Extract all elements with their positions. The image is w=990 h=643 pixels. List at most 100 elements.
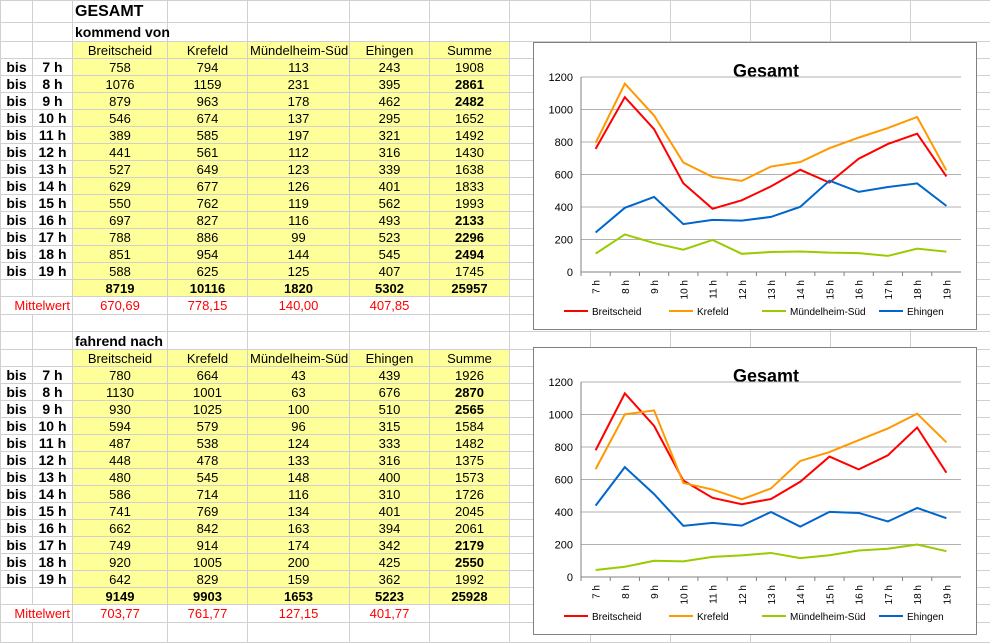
cell[interactable] — [168, 332, 248, 350]
cell[interactable] — [33, 23, 73, 42]
cell[interactable] — [168, 1, 248, 23]
value-cell[interactable]: 124 — [248, 435, 350, 452]
value-cell[interactable]: 389 — [73, 127, 168, 144]
value-cell[interactable]: 394 — [350, 520, 430, 537]
cell[interactable] — [430, 332, 510, 350]
sum-cell[interactable]: 1573 — [430, 469, 510, 486]
column-header[interactable]: Summe — [430, 350, 510, 367]
value-cell[interactable]: 425 — [350, 554, 430, 571]
value-cell[interactable]: 478 — [168, 452, 248, 469]
sum-cell[interactable]: 2494 — [430, 246, 510, 263]
cell[interactable] — [1, 42, 33, 59]
sum-cell[interactable]: 1726 — [430, 486, 510, 503]
cell[interactable] — [430, 23, 510, 42]
value-cell[interactable]: 741 — [73, 503, 168, 520]
row-prefix[interactable]: bis — [1, 178, 33, 195]
sum-cell[interactable]: 1482 — [430, 435, 510, 452]
sum-cell[interactable]: 2133 — [430, 212, 510, 229]
cell[interactable] — [671, 1, 751, 23]
value-cell[interactable]: 1005 — [168, 554, 248, 571]
value-cell[interactable]: 886 — [168, 229, 248, 246]
sum-cell[interactable]: 1833 — [430, 178, 510, 195]
mean-cell[interactable]: 140,00 — [248, 297, 350, 315]
hour-label[interactable]: 15 h — [33, 503, 73, 520]
row-prefix[interactable]: bis — [1, 571, 33, 588]
value-cell[interactable]: 43 — [248, 367, 350, 384]
cell[interactable] — [430, 297, 510, 315]
value-cell[interactable]: 914 — [168, 537, 248, 554]
value-cell[interactable]: 116 — [248, 486, 350, 503]
value-cell[interactable]: 963 — [168, 93, 248, 110]
row-prefix[interactable]: bis — [1, 195, 33, 212]
value-cell[interactable]: 523 — [350, 229, 430, 246]
row-prefix[interactable]: bis — [1, 435, 33, 452]
row-prefix[interactable]: bis — [1, 59, 33, 76]
hour-label[interactable]: 16 h — [33, 212, 73, 229]
value-cell[interactable]: 510 — [350, 401, 430, 418]
value-cell[interactable]: 697 — [73, 212, 168, 229]
value-cell[interactable]: 662 — [73, 520, 168, 537]
total-cell[interactable]: 9149 — [73, 588, 168, 605]
column-header[interactable]: Breitscheid — [73, 42, 168, 59]
value-cell[interactable]: 879 — [73, 93, 168, 110]
cell[interactable] — [168, 315, 248, 332]
hour-label[interactable]: 9 h — [33, 401, 73, 418]
value-cell[interactable]: 137 — [248, 110, 350, 127]
cell[interactable] — [168, 23, 248, 42]
value-cell[interactable]: 448 — [73, 452, 168, 469]
hour-label[interactable]: 13 h — [33, 469, 73, 486]
hour-label[interactable]: 8 h — [33, 76, 73, 93]
value-cell[interactable]: 134 — [248, 503, 350, 520]
value-cell[interactable]: 629 — [73, 178, 168, 195]
row-prefix[interactable]: bis — [1, 144, 33, 161]
mean-label[interactable]: Mittelwert — [1, 297, 73, 315]
value-cell[interactable]: 594 — [73, 418, 168, 435]
row-prefix[interactable]: bis — [1, 212, 33, 229]
cell[interactable] — [168, 623, 248, 643]
cell[interactable] — [1, 1, 33, 23]
value-cell[interactable]: 200 — [248, 554, 350, 571]
value-cell[interactable]: 126 — [248, 178, 350, 195]
hour-label[interactable]: 11 h — [33, 127, 73, 144]
value-cell[interactable]: 649 — [168, 161, 248, 178]
value-cell[interactable]: 829 — [168, 571, 248, 588]
sum-cell[interactable]: 1375 — [430, 452, 510, 469]
sum-cell[interactable]: 1652 — [430, 110, 510, 127]
value-cell[interactable]: 1025 — [168, 401, 248, 418]
value-cell[interactable]: 401 — [350, 178, 430, 195]
total-cell[interactable]: 8719 — [73, 280, 168, 297]
row-prefix[interactable]: bis — [1, 401, 33, 418]
row-prefix[interactable]: bis — [1, 229, 33, 246]
value-cell[interactable]: 342 — [350, 537, 430, 554]
row-prefix[interactable]: bis — [1, 127, 33, 144]
hour-label[interactable]: 17 h — [33, 537, 73, 554]
row-prefix[interactable]: bis — [1, 537, 33, 554]
cell[interactable] — [33, 280, 73, 297]
value-cell[interactable]: 538 — [168, 435, 248, 452]
value-cell[interactable]: 1159 — [168, 76, 248, 93]
value-cell[interactable]: 163 — [248, 520, 350, 537]
hour-label[interactable]: 18 h — [33, 246, 73, 263]
cell[interactable] — [33, 332, 73, 350]
value-cell[interactable]: 174 — [248, 537, 350, 554]
hour-label[interactable]: 12 h — [33, 452, 73, 469]
value-cell[interactable]: 487 — [73, 435, 168, 452]
value-cell[interactable]: 316 — [350, 144, 430, 161]
value-cell[interactable]: 133 — [248, 452, 350, 469]
value-cell[interactable]: 493 — [350, 212, 430, 229]
value-cell[interactable]: 462 — [350, 93, 430, 110]
hour-label[interactable]: 14 h — [33, 486, 73, 503]
section-title[interactable]: kommend von — [73, 23, 168, 42]
sum-cell[interactable]: 1638 — [430, 161, 510, 178]
row-prefix[interactable]: bis — [1, 554, 33, 571]
cell[interactable] — [33, 588, 73, 605]
row-prefix[interactable]: bis — [1, 384, 33, 401]
cell[interactable] — [751, 23, 831, 42]
row-prefix[interactable]: bis — [1, 76, 33, 93]
value-cell[interactable]: 545 — [350, 246, 430, 263]
total-cell[interactable]: 9903 — [168, 588, 248, 605]
cell[interactable] — [430, 623, 510, 643]
value-cell[interactable]: 954 — [168, 246, 248, 263]
